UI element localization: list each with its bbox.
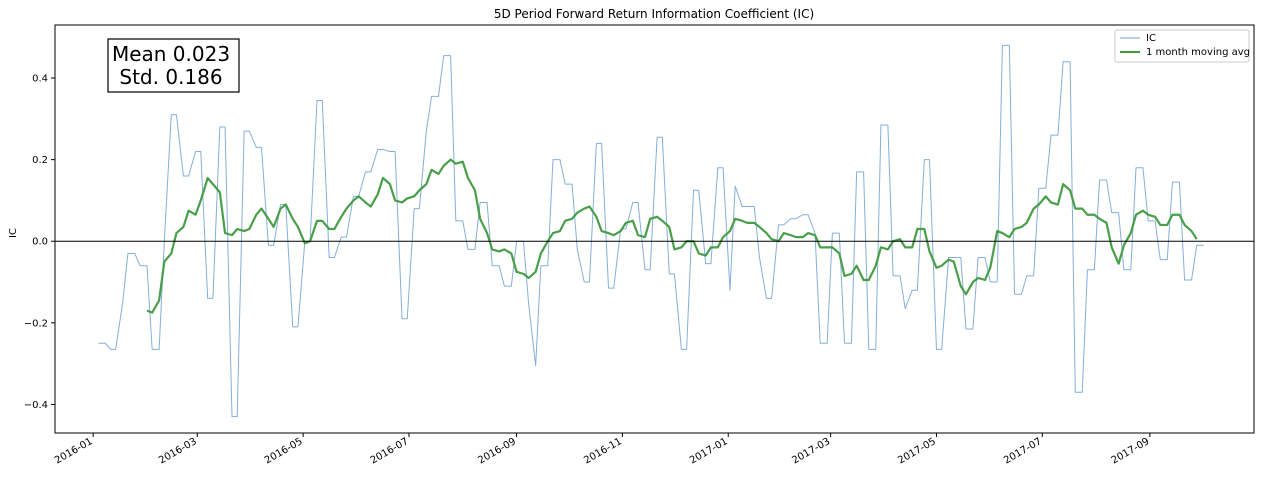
stats-box: Mean 0.023 Std. 0.186 xyxy=(107,38,240,93)
stats-mean: Mean 0.023 xyxy=(112,42,230,66)
x-tick-label: 2017-09 xyxy=(1110,436,1152,466)
x-tick-label: 2016-11 xyxy=(582,436,624,466)
x-tick-label: 2016-01 xyxy=(53,436,95,466)
x-tick-label: 2017-03 xyxy=(790,436,832,466)
legend-frame xyxy=(1114,29,1250,63)
legend: IC 1 month moving avg xyxy=(1114,29,1250,63)
x-axis: 2016-01 2016-03 2016-05 2016-07 2016-09 2016-… xyxy=(53,433,1151,466)
x-tick-label: 2017-05 xyxy=(896,436,938,466)
x-tick-label: 2017-01 xyxy=(688,436,730,466)
plot-frame xyxy=(54,24,1255,434)
legend-label-ic: IC xyxy=(1146,33,1156,44)
series-layer xyxy=(98,44,1204,418)
stats-std: Std. 0.186 xyxy=(119,65,222,89)
x-tick-label: 2017-07 xyxy=(1002,436,1044,466)
stats-box-frame xyxy=(107,38,240,93)
y-tick-label: 0.4 xyxy=(32,74,48,85)
y-axis-label: IC xyxy=(8,228,19,238)
x-tick-label: 2016-07 xyxy=(369,436,411,466)
y-tick-label: −0.2 xyxy=(24,318,48,329)
series-line-moving-avg xyxy=(146,158,1198,314)
x-tick-label: 2016-03 xyxy=(157,436,199,466)
y-tick-label: −0.4 xyxy=(24,400,48,411)
series-line-ic xyxy=(98,44,1204,418)
x-tick-label: 2016-05 xyxy=(263,436,305,466)
legend-label-moving-avg: 1 month moving avg xyxy=(1146,47,1250,58)
y-tick-label: 0.2 xyxy=(32,155,48,166)
chart-title: 5D Period Forward Return Information Coe… xyxy=(494,7,814,21)
y-axis: −0.4 −0.2 0.0 0.2 0.4 xyxy=(24,74,55,411)
x-tick-label: 2016-09 xyxy=(476,436,518,466)
y-tick-label: 0.0 xyxy=(32,237,48,248)
